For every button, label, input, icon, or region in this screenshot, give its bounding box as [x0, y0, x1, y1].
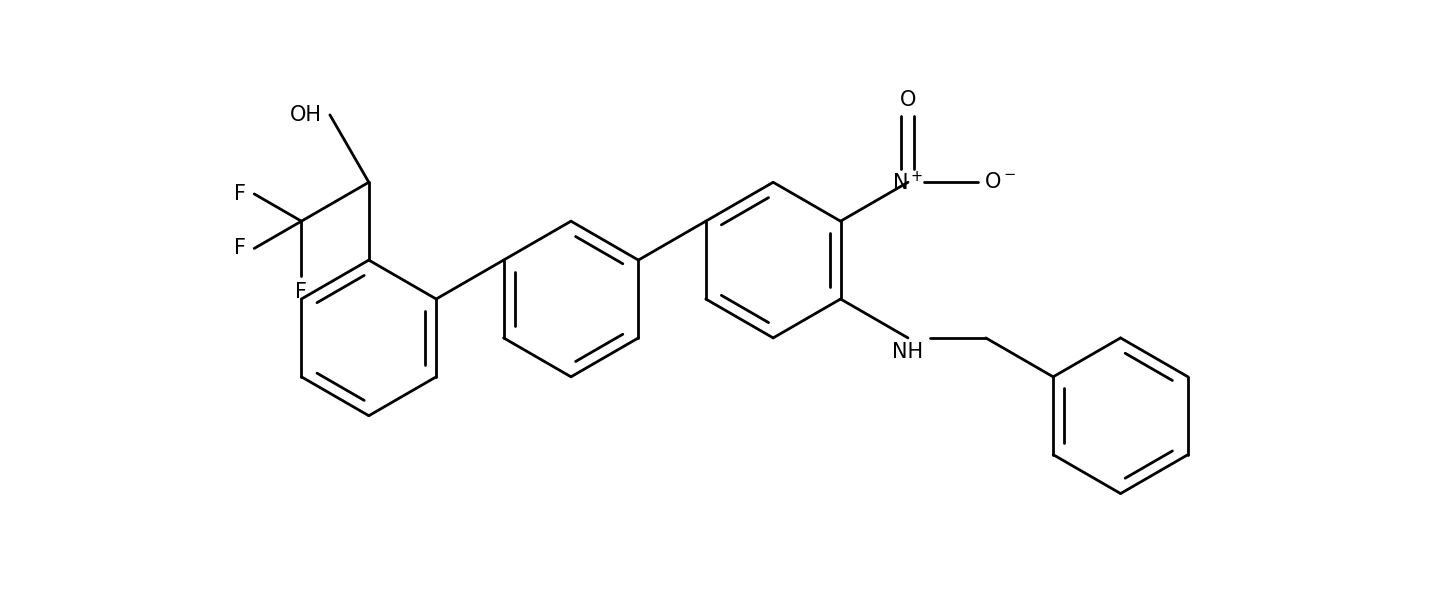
Text: F: F [234, 184, 246, 204]
Text: N$^+$: N$^+$ [893, 170, 923, 194]
Text: F: F [234, 238, 246, 259]
Text: NH: NH [893, 342, 923, 362]
Text: O: O [900, 90, 916, 110]
Text: F: F [295, 281, 308, 302]
Text: OH: OH [290, 105, 322, 125]
Text: O$^-$: O$^-$ [984, 172, 1017, 192]
